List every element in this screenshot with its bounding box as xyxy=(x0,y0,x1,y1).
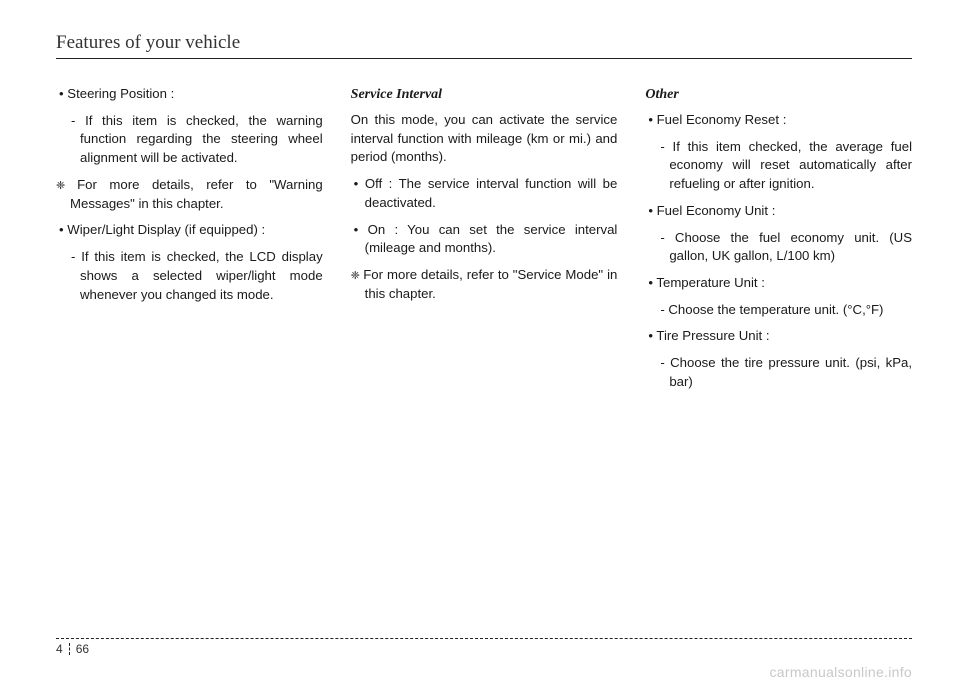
footer-rule xyxy=(56,638,912,639)
page-footer: 4 66 xyxy=(56,638,912,656)
list-item: Tire Pressure Unit : xyxy=(645,327,912,346)
list-item: On : You can set the service interval (m… xyxy=(351,221,618,258)
list-item: Off : The service interval function will… xyxy=(351,175,618,212)
column-1: Steering Position : If this item is chec… xyxy=(56,85,323,400)
column-2: Service Interval On this mode, you can a… xyxy=(351,85,618,400)
list-subitem: Choose the fuel economy unit. (US gallon… xyxy=(645,229,912,266)
page-header: Features of your vehicle xyxy=(56,32,912,54)
footer-numbers: 4 66 xyxy=(56,642,912,656)
list-item: Steering Position : xyxy=(56,85,323,104)
list-subitem: Choose the tire pressure unit. (psi, kPa… xyxy=(645,354,912,391)
manual-page: Features of your vehicle Steering Positi… xyxy=(0,0,960,424)
list-item: Fuel Economy Unit : xyxy=(645,202,912,221)
list-item: Wiper/Light Display (if equipped) : xyxy=(56,221,323,240)
list-item: Fuel Economy Reset : xyxy=(645,111,912,130)
paragraph: On this mode, you can activate the servi… xyxy=(351,111,618,167)
list-subitem: If this item is checked, the LCD display… xyxy=(56,248,323,304)
column-3: Other Fuel Economy Reset : If this item … xyxy=(645,85,912,400)
section-title: Service Interval xyxy=(351,85,618,105)
section-number: 4 xyxy=(56,643,70,655)
page-number: 66 xyxy=(72,642,89,656)
list-subitem: Choose the temperature unit. (°C,°F) xyxy=(645,301,912,320)
section-title: Other xyxy=(645,85,912,105)
columns: Steering Position : If this item is chec… xyxy=(56,85,912,400)
note: For more details, refer to "Service Mode… xyxy=(351,266,618,303)
watermark: carmanualsonline.info xyxy=(770,664,913,680)
list-subitem: If this item is checked, the warning fun… xyxy=(56,112,323,168)
list-item: Temperature Unit : xyxy=(645,274,912,293)
note: For more details, refer to "Warning Mess… xyxy=(56,176,323,213)
header-rule xyxy=(56,58,912,59)
list-subitem: If this item checked, the average fuel e… xyxy=(645,138,912,194)
